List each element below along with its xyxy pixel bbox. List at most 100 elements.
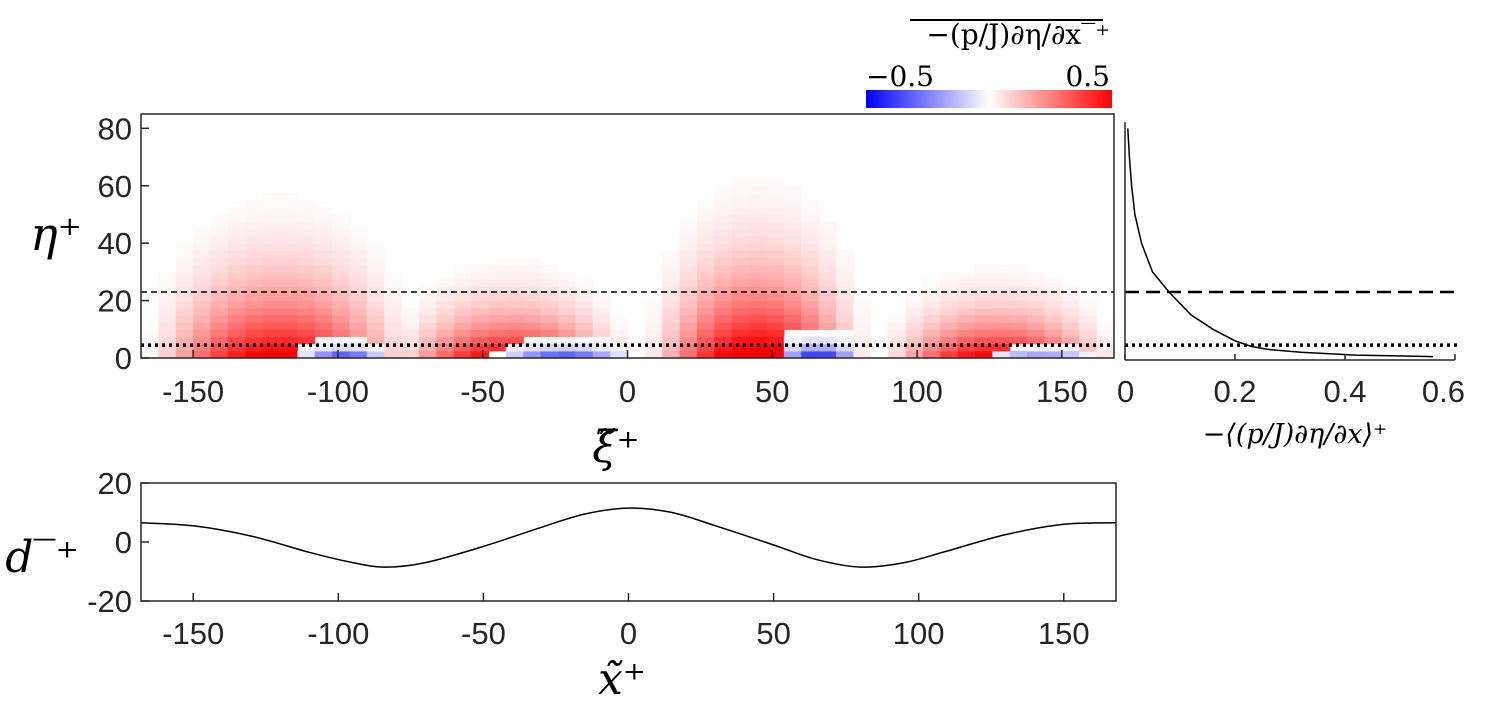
heatmap-cell	[332, 243, 351, 251]
heatmap-cell	[749, 243, 768, 251]
heatmap-cell	[662, 271, 681, 280]
heatmap-cell	[766, 329, 785, 338]
heatmap-cell	[749, 322, 768, 330]
heatmap-x-ticks: -150 -100 -50 0 50 100 150	[162, 350, 1088, 409]
heatmap-y-tick-label: 80	[98, 111, 132, 146]
heatmap-cell	[714, 185, 733, 194]
heatmap-cell	[297, 293, 316, 302]
heatmap-cell	[679, 300, 698, 309]
heatmap-cell	[714, 293, 733, 302]
heatmap-cell	[332, 228, 351, 237]
heatmap-cell	[540, 279, 559, 287]
heatmap-cell	[314, 307, 333, 316]
heatmap-cell	[766, 178, 785, 187]
heatmap-cell	[1044, 322, 1063, 330]
heatmap-cell	[783, 214, 802, 223]
heatmap-cell	[1061, 286, 1080, 295]
heatmap-cell	[731, 264, 750, 273]
surface-y-tick-label: 20	[98, 466, 132, 501]
heatmap-cell	[436, 286, 455, 295]
heatmap-cell	[1044, 300, 1063, 309]
heatmap-cell	[141, 336, 159, 345]
heatmap-cell	[280, 236, 298, 244]
heatmap-cell	[1027, 336, 1046, 345]
heatmap-cell	[644, 314, 663, 323]
heatmap-cell	[957, 279, 976, 287]
heatmap-cell	[766, 192, 785, 201]
heatmap-cell	[836, 257, 854, 266]
heatmap-cell	[1027, 279, 1046, 287]
heatmap-cell	[314, 221, 333, 230]
heatmap-cell	[523, 257, 542, 266]
profile-x-tick-label: 0.2	[1213, 374, 1256, 409]
heatmap-cell	[158, 343, 177, 352]
heatmap-cell	[384, 336, 403, 345]
colorbar-gradient	[866, 90, 1112, 108]
heatmap-cell	[1044, 286, 1063, 295]
heatmap-cell	[922, 293, 941, 302]
heatmap-cell	[366, 264, 385, 273]
heatmap-cell	[175, 350, 194, 358]
heatmap-cell	[245, 322, 264, 330]
heatmap-cell	[245, 300, 264, 309]
heatmap-cell	[349, 322, 368, 330]
heatmap-cell	[210, 236, 229, 244]
heatmap-cell	[349, 236, 368, 244]
heatmap-cell	[957, 307, 976, 316]
heatmap-cell	[940, 293, 959, 302]
heatmap-cell	[783, 243, 802, 251]
heatmap-cell	[158, 300, 177, 309]
heatmap-cell	[992, 307, 1011, 316]
heatmap-cell	[505, 322, 524, 330]
heatmap-cell	[783, 200, 802, 208]
heatmap-cell	[662, 350, 681, 358]
heatmap-cell	[227, 350, 246, 358]
heatmap-cell	[505, 264, 524, 273]
heatmap-cell	[523, 271, 542, 280]
heatmap-cell	[540, 314, 559, 323]
heatmap-cell	[818, 343, 837, 352]
heatmap-cell	[749, 350, 768, 358]
heatmap-cell	[245, 214, 264, 223]
surface-x-tick-label: -50	[461, 616, 506, 651]
heatmap-cell	[210, 336, 229, 345]
heatmap-cell	[1009, 336, 1028, 345]
heatmap-cell	[940, 286, 959, 295]
heatmap-cell	[401, 343, 420, 352]
heatmap-cell	[679, 257, 698, 266]
heatmap-cell	[280, 329, 298, 338]
heatmap-cell	[349, 286, 368, 295]
heatmap-cell	[679, 250, 698, 259]
heatmap-cell	[453, 336, 472, 345]
heatmap-cell	[210, 329, 229, 338]
heatmap-cell	[349, 243, 368, 251]
heatmap-cell	[801, 214, 820, 223]
heatmap-cell	[471, 336, 490, 345]
heatmap-cell	[349, 257, 368, 266]
heatmap-cell	[193, 329, 212, 338]
heatmap-cell	[488, 343, 507, 352]
heatmap-cell	[175, 300, 194, 309]
heatmap-cell	[766, 221, 785, 230]
heatmap-cell	[679, 336, 698, 345]
heatmap-cell	[662, 336, 681, 345]
heatmap-cell	[471, 279, 490, 287]
heatmap-cell	[332, 322, 351, 330]
heatmap-cell	[471, 307, 490, 316]
heatmap-cell	[749, 200, 768, 208]
heatmap-cell	[783, 279, 802, 287]
heatmap-cell	[1061, 293, 1080, 302]
heatmap-cell	[227, 207, 246, 216]
heatmap-cell	[505, 343, 524, 352]
heatmap-cell	[245, 350, 264, 358]
heatmap-cell	[801, 307, 820, 316]
heatmap-cell	[436, 336, 455, 345]
heatmap-cell	[262, 264, 281, 273]
heatmap-cell	[766, 214, 785, 223]
heatmap-cell	[245, 271, 264, 280]
heatmap-cell	[662, 264, 681, 273]
heatmap-cell	[332, 221, 351, 230]
heatmap-cell	[714, 214, 733, 223]
heatmap-cell	[280, 350, 298, 358]
profile-x-tick-label: 0.6	[1422, 374, 1465, 409]
